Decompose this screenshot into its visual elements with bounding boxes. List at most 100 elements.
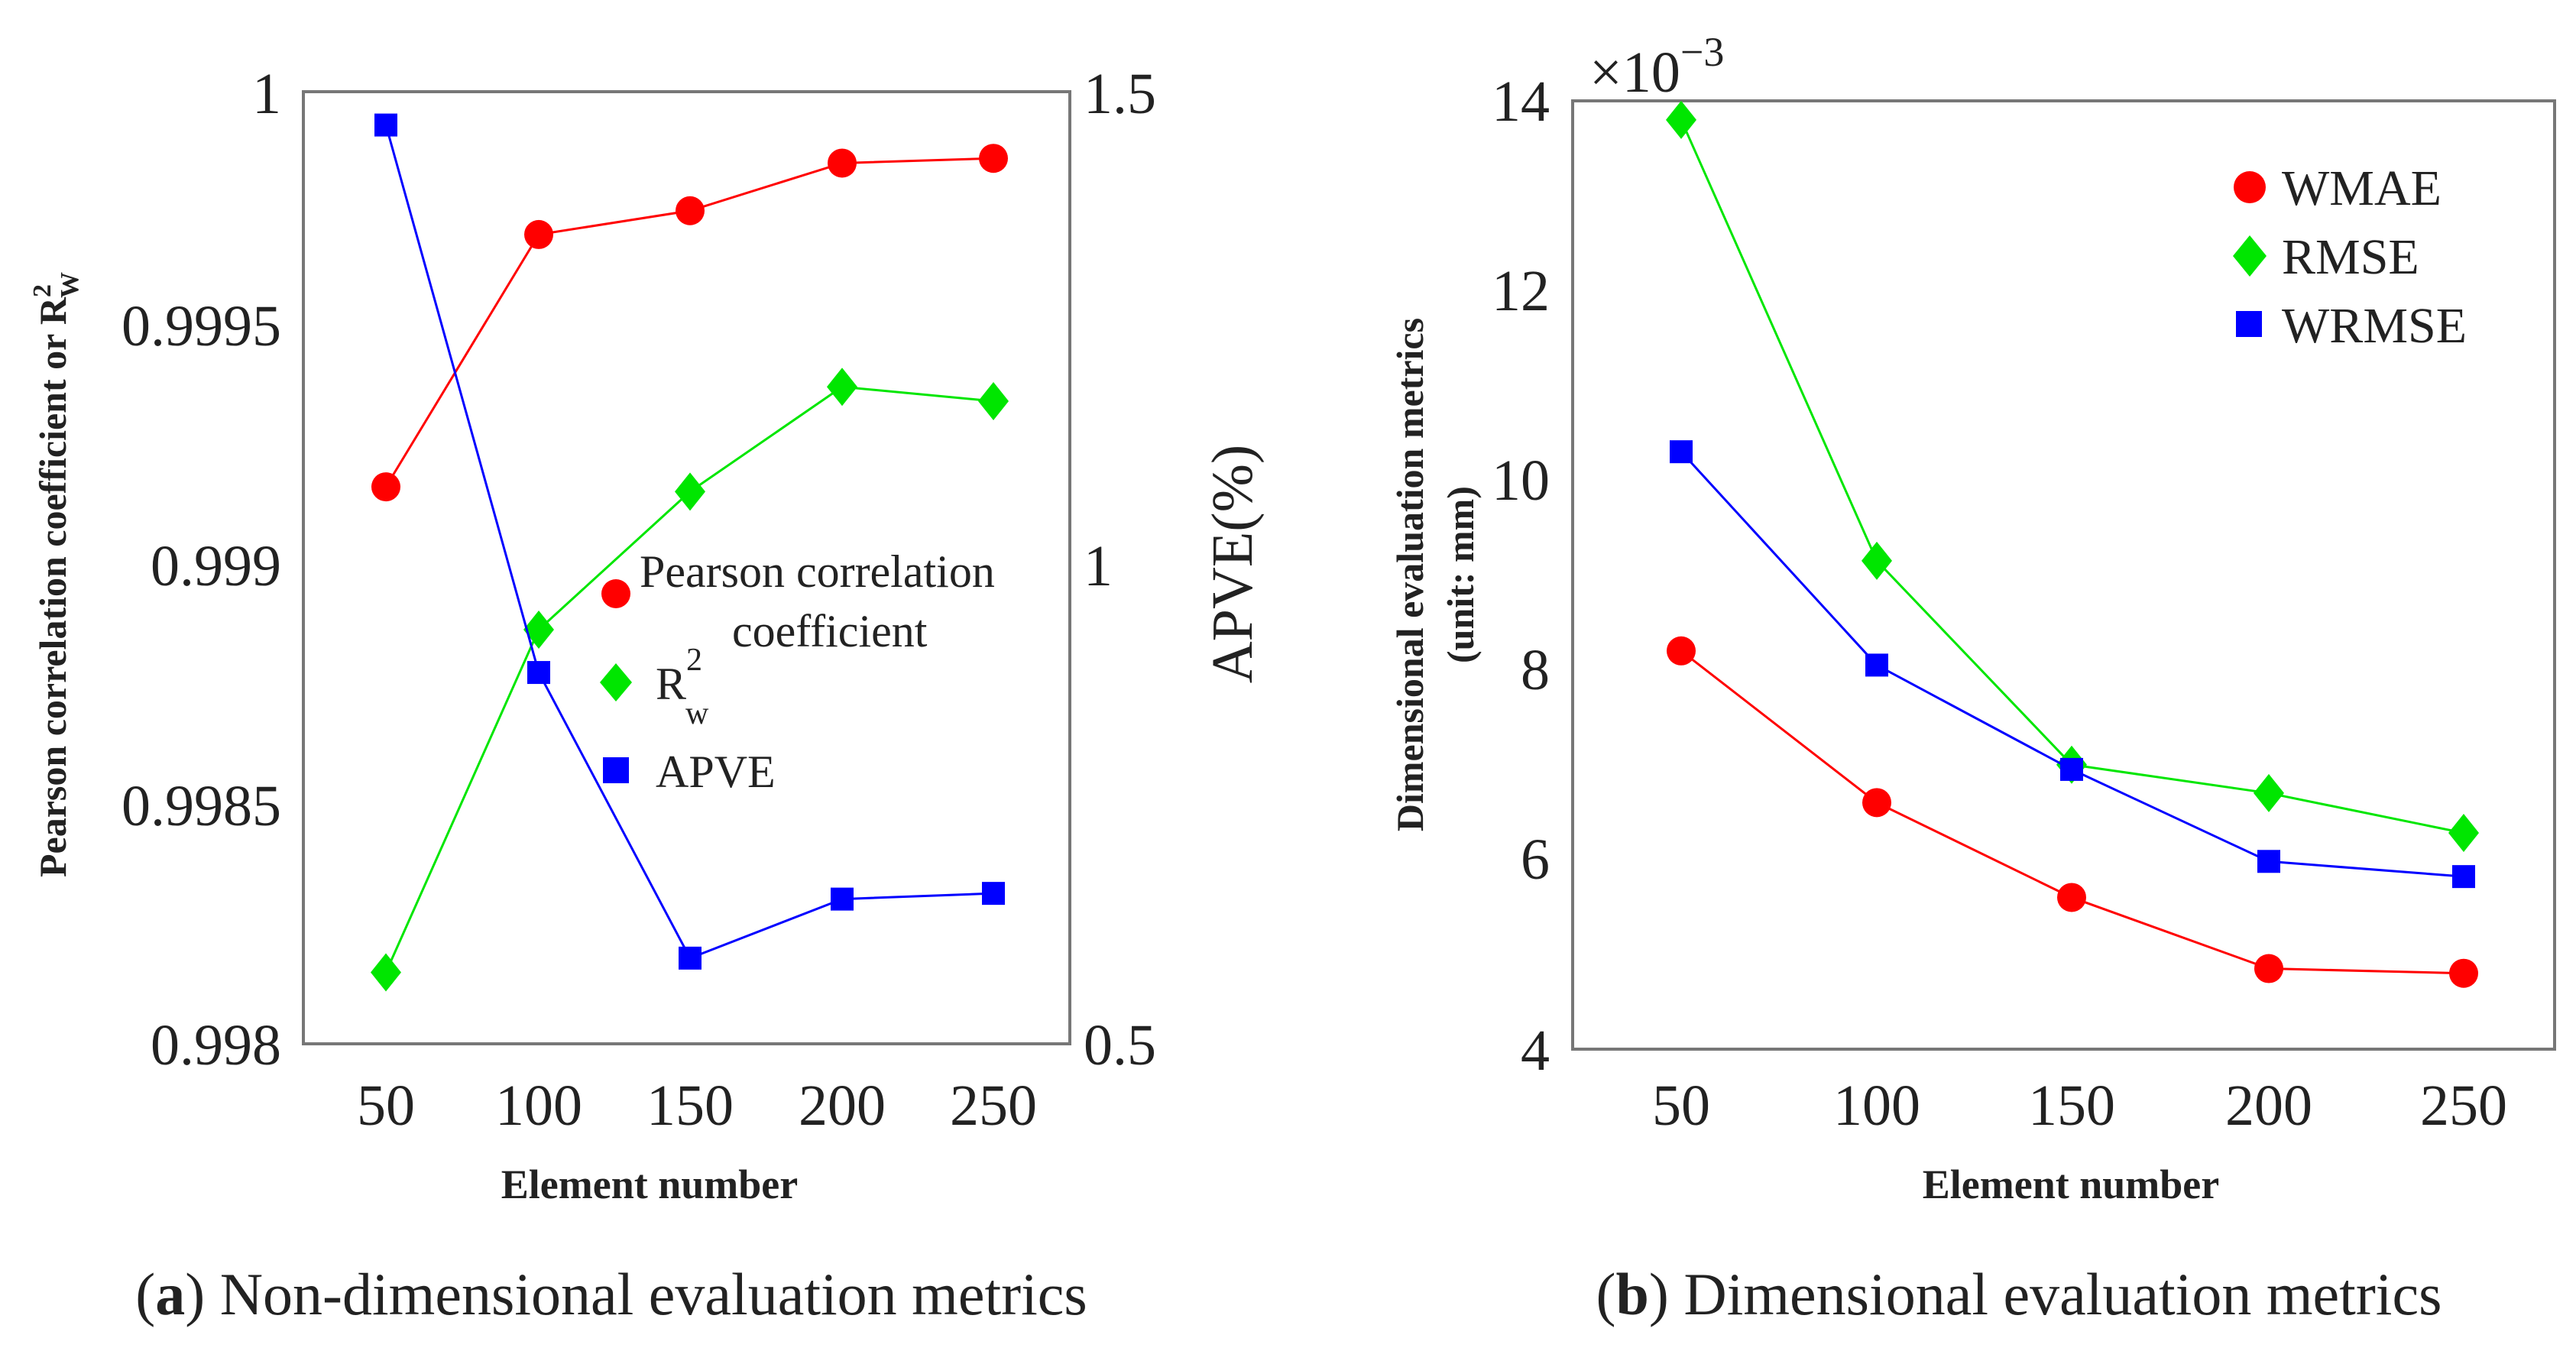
legend-marker-apve xyxy=(603,757,629,783)
data-point-rmse-200 xyxy=(2254,773,2284,812)
panel-a-caption-letter: a xyxy=(155,1261,185,1327)
data-point-pearson-correlation-coefficient-150 xyxy=(676,196,705,225)
data-point-wmae-100 xyxy=(1862,788,1891,818)
data-point-apve-250 xyxy=(982,882,1005,906)
panel-a-ylabel-right: APVE(%) xyxy=(1201,445,1265,683)
data-point-pearson-correlation-coefficient-50 xyxy=(371,472,400,502)
legend-label-rw2-sub: w xyxy=(685,696,709,731)
legend-marker-rmse xyxy=(2233,235,2267,277)
legend-label-rw2: R2 w xyxy=(656,643,709,731)
panel-b-ylabel-line2: (unit: mm) xyxy=(1439,486,1482,663)
data-point-wrmse-250 xyxy=(2452,865,2475,889)
panel-b-xtick: 200 xyxy=(2225,1074,2312,1138)
panel-a-ytick-left: 1 xyxy=(252,62,281,126)
panel-b-xtick: 50 xyxy=(1652,1074,1710,1138)
panel-a-plot-frame xyxy=(302,90,1071,1045)
panel-b-ytick: 12 xyxy=(1492,259,1550,323)
panel-a-ytick-left: 0.9995 xyxy=(122,294,281,358)
data-point-rw-250 xyxy=(978,381,1009,420)
data-point-apve-200 xyxy=(831,887,854,911)
legend-marker-rw2 xyxy=(600,663,632,701)
data-point-pearson-correlation-coefficient-250 xyxy=(979,144,1008,173)
data-point-apve-150 xyxy=(679,946,702,970)
data-point-apve-50 xyxy=(374,113,397,137)
legend-label-wrmse: WRMSE xyxy=(2282,298,2467,354)
panel-a-caption-text: Non-dimensional evaluation metrics xyxy=(220,1261,1087,1327)
panel-b-ylabel-line1: Dimensional evaluation metrics xyxy=(1388,318,1431,831)
panel-a-ylabel-left-sup: 2 xyxy=(28,284,57,297)
panel-b-xtick: 100 xyxy=(1833,1074,1920,1138)
panel-b-plot-frame xyxy=(1571,99,2556,1051)
series-line-rmse xyxy=(1680,119,2464,834)
data-point-wrmse-100 xyxy=(1865,653,1888,677)
series-line-wrmse xyxy=(1680,451,2464,878)
panel-b-series xyxy=(1666,100,2479,988)
legend-marker-pearson xyxy=(601,579,630,608)
panel-a-ytick-left: 0.998 xyxy=(151,1013,281,1077)
panel-a-ylabel-left-text: Pearson correlation coefficient or R xyxy=(31,296,74,877)
panel-a-xtick: 100 xyxy=(495,1074,582,1138)
panel-b-ytick: 14 xyxy=(1492,70,1550,134)
panel-b-legend: WMAE RMSE WRMSE xyxy=(2233,160,2467,354)
panel-b-caption-letter: b xyxy=(1616,1261,1649,1327)
panel-a-xlabel: Element number xyxy=(501,1161,798,1207)
data-point-apve-100 xyxy=(527,661,550,685)
panel-a-xtick: 200 xyxy=(799,1074,886,1138)
data-point-rmse-100 xyxy=(1862,541,1892,580)
panel-b-scale-exp: −3 xyxy=(1680,29,1724,75)
legend-label-pearson-line1: Pearson correlation xyxy=(640,546,995,597)
panel-b: 14 12 10 8 6 4 ×10−3 50 100 150 200 250 … xyxy=(1388,29,2556,1327)
legend-label-wmae: WMAE xyxy=(2282,160,2442,216)
legend-label-rw2-base: R xyxy=(656,659,686,709)
panel-a-legend: Pearson correlation coefficient R2 w APVE xyxy=(600,546,995,797)
panel-b-scale-factor: ×10−3 xyxy=(1589,29,1724,105)
panel-a-xtick: 250 xyxy=(950,1074,1037,1138)
data-point-wmae-200 xyxy=(2254,954,2283,983)
panel-a-ytick-right: 1 xyxy=(1084,534,1113,598)
panel-a-caption: (a) Non-dimensional evaluation metrics xyxy=(135,1261,1087,1327)
panel-b-ytick: 10 xyxy=(1492,449,1550,513)
panel-b-xlabel: Element number xyxy=(1923,1161,2219,1207)
panel-b-xtick: 150 xyxy=(2028,1074,2115,1138)
panel-b-ytick: 8 xyxy=(1521,638,1550,702)
data-point-wrmse-50 xyxy=(1670,440,1693,464)
legend-marker-wrmse xyxy=(2236,311,2262,337)
panel-a: 1 0.9995 0.999 0.9985 0.998 1.5 1 0.5 50… xyxy=(28,62,1265,1327)
panel-a-ytick-right: 0.5 xyxy=(1084,1013,1156,1077)
data-point-wmae-50 xyxy=(1667,636,1696,666)
legend-label-rw2-sup: 2 xyxy=(686,643,702,678)
panel-b-ytick: 4 xyxy=(1521,1019,1550,1083)
legend-label-pearson-line2: coefficient xyxy=(732,606,928,656)
panel-a-ytick-right: 1.5 xyxy=(1084,62,1156,126)
panel-b-ytick: 6 xyxy=(1521,828,1550,892)
data-point-pearson-correlation-coefficient-100 xyxy=(524,219,553,249)
panel-b-caption-text: Dimensional evaluation metrics xyxy=(1683,1261,2442,1327)
legend-label-rmse: RMSE xyxy=(2282,229,2419,285)
panel-a-ytick-left: 0.9985 xyxy=(122,774,281,838)
data-point-rw-100 xyxy=(523,610,554,649)
legend-label-apve: APVE xyxy=(656,747,776,797)
legend-marker-wmae xyxy=(2234,171,2266,203)
data-point-pearson-correlation-coefficient-200 xyxy=(828,148,857,178)
data-point-wrmse-200 xyxy=(2257,850,2280,873)
panel-b-caption: (b) Dimensional evaluation metrics xyxy=(1596,1261,2442,1327)
data-point-rmse-250 xyxy=(2448,814,2479,853)
data-point-rw-150 xyxy=(675,472,705,511)
panel-a-series xyxy=(371,113,1009,992)
series-line-wmae xyxy=(1680,650,2464,975)
data-point-wmae-150 xyxy=(2057,883,2086,912)
panel-a-ylabel-left-sub: W xyxy=(56,272,84,298)
data-point-rw-200 xyxy=(827,368,857,407)
panel-a-xtick: 150 xyxy=(646,1074,734,1138)
panel-b-scale-base: ×10 xyxy=(1589,40,1680,105)
data-point-rw-50 xyxy=(371,953,401,992)
data-point-wrmse-150 xyxy=(2060,757,2083,781)
panel-a-ytick-left: 0.999 xyxy=(151,534,281,598)
series-line-apve xyxy=(384,125,994,960)
data-point-rmse-50 xyxy=(1666,100,1696,139)
data-point-wmae-250 xyxy=(2449,958,2478,988)
panel-a-xtick: 50 xyxy=(357,1074,415,1138)
panel-b-xtick: 250 xyxy=(2420,1074,2507,1138)
panel-a-ylabel-left: Pearson correlation coefficient or R2W xyxy=(28,272,84,877)
